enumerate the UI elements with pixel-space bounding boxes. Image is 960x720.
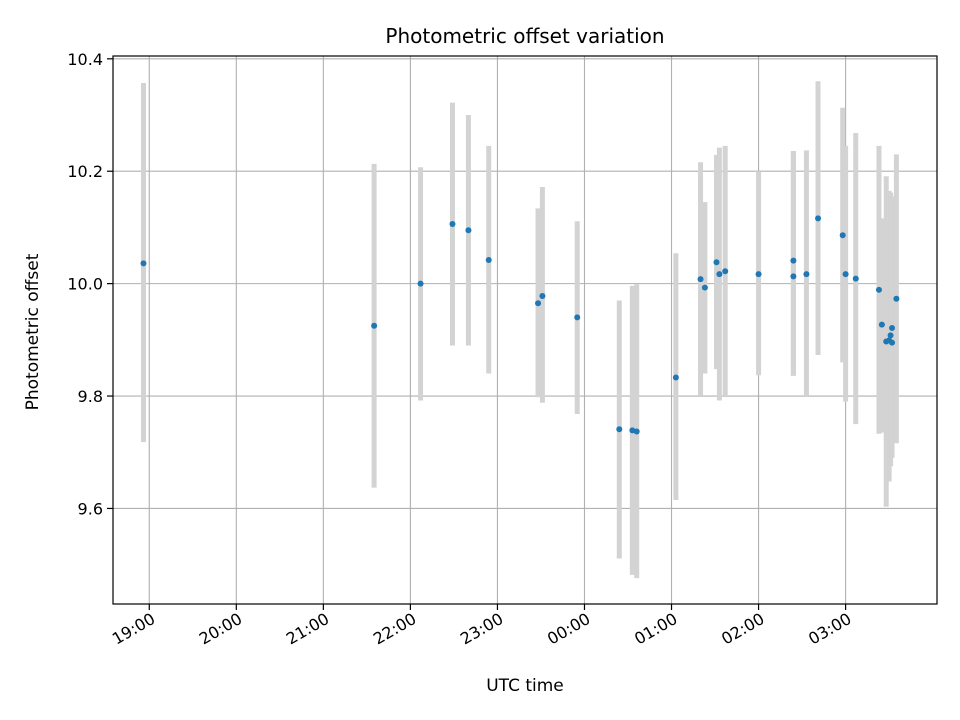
data-point — [616, 426, 623, 433]
data-point — [539, 292, 546, 299]
data-points — [140, 215, 900, 435]
data-point — [713, 259, 720, 266]
data-point — [852, 275, 859, 282]
data-point — [755, 271, 762, 278]
data-point — [140, 260, 147, 267]
data-point — [887, 332, 894, 339]
data-point — [535, 300, 542, 307]
data-point — [889, 325, 896, 332]
data-point — [889, 339, 896, 346]
data-point — [875, 286, 882, 293]
data-point — [878, 321, 885, 328]
data-point — [633, 428, 640, 435]
data-point — [815, 215, 822, 222]
chart-title: Photometric offset variation — [385, 24, 664, 48]
y-tick-label: 10.2 — [67, 162, 103, 181]
data-point — [716, 271, 723, 278]
y-axis-label: Photometric offset — [23, 253, 43, 410]
data-point — [839, 232, 846, 239]
data-point — [842, 271, 849, 278]
data-point — [449, 221, 456, 228]
data-point — [790, 273, 797, 280]
data-point — [697, 276, 704, 283]
data-point — [893, 295, 900, 302]
data-point — [790, 257, 797, 264]
x-axis-label: UTC time — [486, 676, 564, 696]
y-tick-label: 9.8 — [78, 387, 103, 406]
data-point — [485, 257, 492, 264]
y-tick-label: 9.6 — [78, 499, 103, 518]
data-point — [672, 374, 679, 381]
data-point — [701, 284, 708, 291]
data-point — [417, 280, 424, 287]
data-point — [465, 227, 472, 234]
plot-frame — [112, 55, 938, 605]
data-point — [803, 271, 810, 278]
data-point — [574, 314, 581, 321]
y-tick-label: 10.0 — [67, 275, 103, 294]
y-tick-label: 10.4 — [67, 50, 103, 69]
data-point — [722, 268, 729, 275]
data-point — [371, 322, 378, 329]
